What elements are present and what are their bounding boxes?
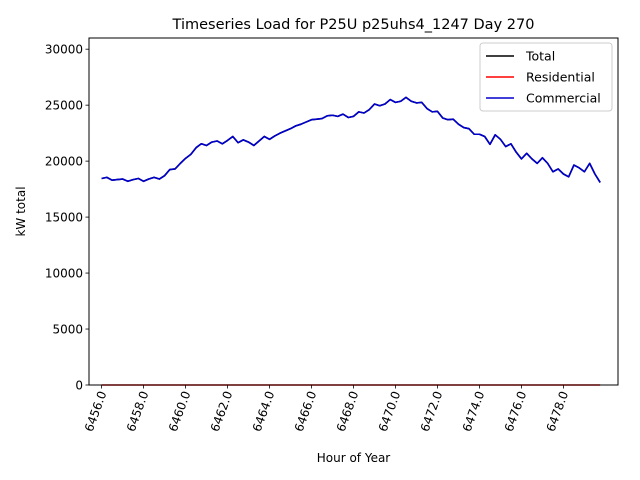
y-tick-label: 20000	[45, 155, 83, 169]
legend-label-residential: Residential	[526, 70, 595, 85]
y-tick-label: 5000	[52, 323, 83, 337]
chart-title: Timeseries Load for P25U p25uhs4_1247 Da…	[172, 17, 535, 33]
y-tick-label: 10000	[45, 267, 83, 281]
y-axis: 0 5000 10000 15000 20000 25000 30000	[45, 43, 89, 393]
x-axis-label: Hour of Year	[317, 451, 391, 465]
series-line-commercial	[101, 96, 601, 183]
legend-label-commercial: Commercial	[526, 91, 601, 106]
legend-box	[479, 42, 613, 112]
legend-label-total: Total	[525, 49, 555, 64]
y-tick-label: 0	[75, 379, 83, 393]
legend: Total Residential Commercial	[479, 42, 613, 112]
y-tick-label: 15000	[45, 211, 83, 225]
y-tick-label: 25000	[45, 99, 83, 113]
y-tick-label: 30000	[45, 43, 83, 57]
y-axis-label: kW total	[14, 186, 28, 236]
